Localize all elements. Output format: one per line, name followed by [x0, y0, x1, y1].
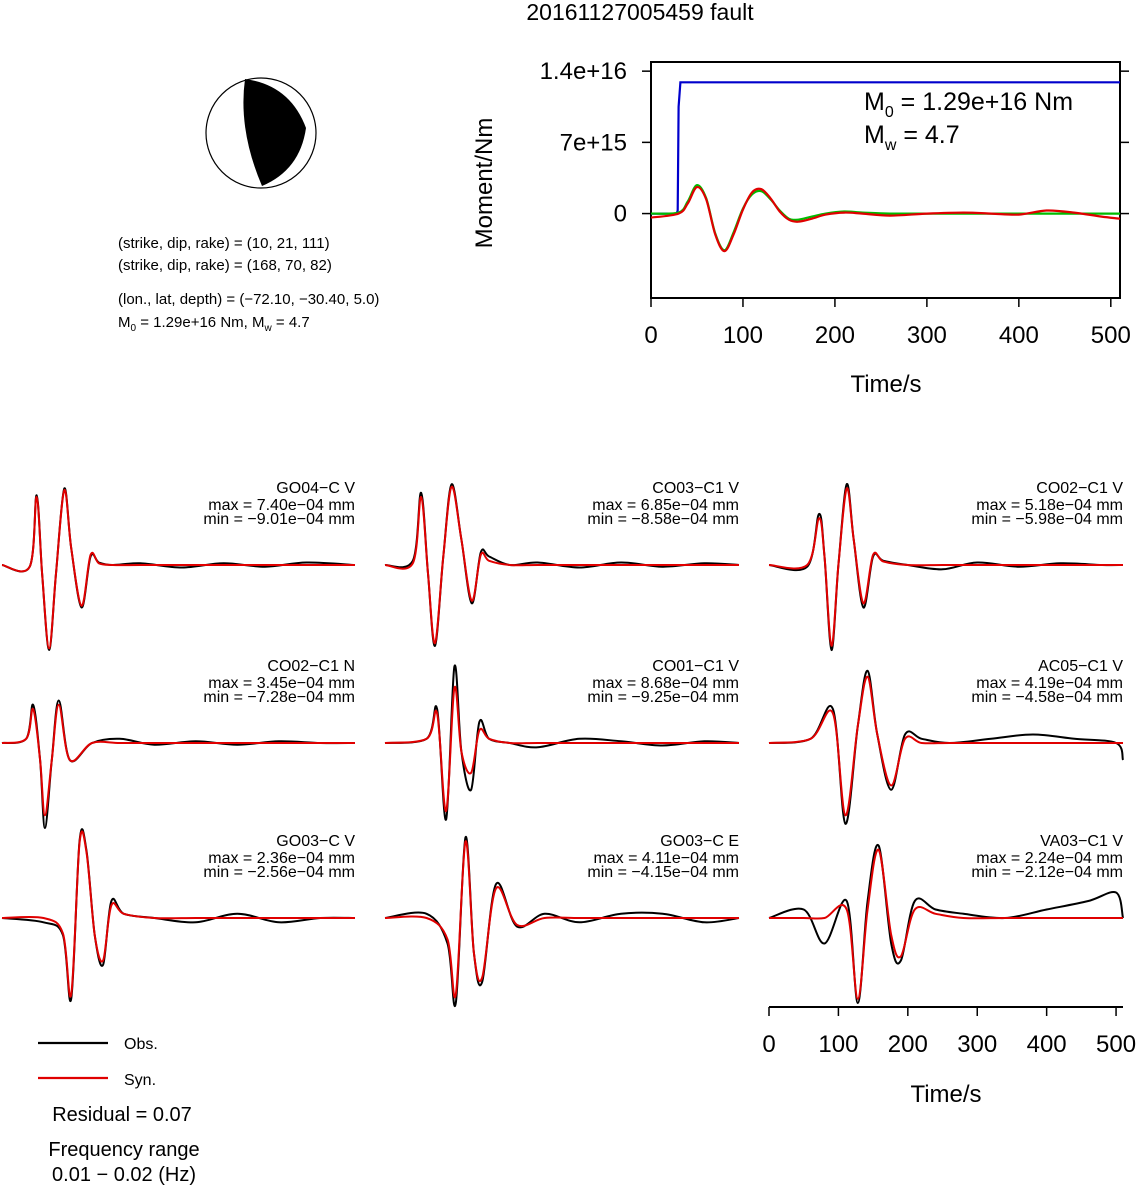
- moment-m0-value: 1.29e+16 Nm: [922, 88, 1073, 116]
- legend-syn-label: Syn.: [124, 1072, 156, 1089]
- legend-obs-label: Obs.: [124, 1036, 158, 1053]
- min-label: min = −4.15e−04 mm: [587, 864, 739, 881]
- syn-trace: [1, 830, 355, 998]
- min-label: min = −9.01e−04 mm: [203, 511, 355, 528]
- waveform-x-tick-label: 400: [1027, 1031, 1067, 1058]
- mechanism-line-3: (lon., lat, depth) = (−72.10, −30.40, 5.…: [118, 291, 379, 308]
- figure-title: 20161127005459 fault: [526, 0, 754, 25]
- max-label: max = 2.36e−04 mm: [208, 850, 355, 867]
- station-label: CO03−C1 V: [652, 480, 739, 497]
- moment-x-tick-label: 500: [1091, 322, 1131, 349]
- moment-x-axis-label: Time/s: [850, 371, 921, 398]
- moment-x-tick-label: 400: [999, 322, 1039, 349]
- moment-mw-value: 4.7: [925, 121, 960, 149]
- max-label: max = 6.85e−04 mm: [592, 497, 739, 514]
- moment-x-tick-label: 200: [815, 322, 855, 349]
- mechanism-line-1: (strike, dip, rake) = (10, 21, 111): [118, 235, 330, 252]
- moment-x-tick-label: 300: [907, 322, 947, 349]
- max-label: max = 4.19e−04 mm: [976, 675, 1123, 692]
- moment-y-tick-label: 1.4e+16: [540, 58, 627, 85]
- moment-m0-annotation: M0 = 1.29e+16 Nm: [864, 88, 1073, 121]
- waveform-x-tick-label: 0: [762, 1031, 775, 1058]
- station-label: GO03−C E: [660, 833, 739, 850]
- max-label: max = 4.11e−04 mm: [593, 850, 739, 867]
- moment-x-tick-label: 100: [723, 322, 763, 349]
- min-label: min = −2.56e−04 mm: [203, 864, 355, 881]
- moment-series-2: [650, 185, 1121, 253]
- frequency-range: 0.01 − 0.02 (Hz): [52, 1164, 196, 1186]
- station-label: AC05−C1 V: [1038, 658, 1123, 675]
- syn-trace: [384, 840, 739, 999]
- waveform-time-axis: Time/s 0 100 200 300 400 500: [762, 1006, 1136, 1108]
- station-label: CO02−C1 V: [1036, 480, 1123, 497]
- beach-ball: [205, 77, 317, 189]
- syn-trace: [768, 675, 1123, 817]
- max-label: max = 5.18e−04 mm: [976, 497, 1123, 514]
- moment-series-1: [650, 184, 1120, 252]
- waveform-x-tick-label: 500: [1096, 1031, 1136, 1058]
- mechanism-line-2: (strike, dip, rake) = (168, 70, 82): [118, 257, 332, 274]
- max-label: max = 7.40e−04 mm: [208, 497, 355, 514]
- waveform-x-tick-label: 200: [888, 1031, 928, 1058]
- residual-text: Residual = 0.07: [52, 1104, 192, 1126]
- syn-trace: [768, 487, 1123, 647]
- min-label: min = −4.58e−04 mm: [971, 689, 1123, 706]
- frequency-label: Frequency range: [48, 1139, 199, 1161]
- waveform-x-tick-label: 300: [957, 1031, 997, 1058]
- moment-y-axis-label: Moment/Nm: [471, 118, 498, 249]
- syn-trace: [1, 703, 355, 817]
- moment-plot-frame: [650, 61, 1121, 299]
- syn-trace: [384, 485, 739, 645]
- moment-y-tick-label: 0: [614, 201, 627, 228]
- min-label: min = −7.28e−04 mm: [203, 689, 355, 706]
- mechanism-line-4: M0 = 1.29e+16 Nm, Mw = 4.7: [118, 314, 310, 334]
- max-label: max = 2.24e−04 mm: [976, 850, 1123, 867]
- syn-trace: [769, 848, 1123, 1000]
- station-label: CO01−C1 V: [652, 658, 739, 675]
- min-label: min = −8.58e−04 mm: [587, 511, 739, 528]
- syn-trace: [1, 489, 355, 650]
- min-label: min = −9.25e−04 mm: [587, 689, 739, 706]
- waveform-x-axis-label: Time/s: [910, 1081, 981, 1108]
- moment-x-tick-label: 0: [644, 322, 657, 349]
- station-label: GO03−C V: [276, 833, 355, 850]
- station-label: GO04−C V: [276, 480, 355, 497]
- max-label: max = 8.68e−04 mm: [592, 675, 739, 692]
- max-label: max = 3.45e−04 mm: [208, 675, 355, 692]
- station-label: CO02−C1 N: [267, 658, 355, 675]
- station-label: VA03−C1 V: [1040, 833, 1123, 850]
- moment-mw-annotation: Mw = 4.7: [864, 121, 960, 154]
- moment-y-tick-label: 7e+15: [560, 129, 627, 156]
- legend: Obs. Syn.: [38, 1036, 158, 1089]
- obs-trace: [768, 843, 1124, 1005]
- mechanism-m0: 1.29e+16 Nm: [153, 314, 243, 331]
- moment-rate-chart: Moment/Nm Time/s M0 = 1.29e+16 Nm Mw = 4…: [471, 58, 1131, 398]
- mechanism-mw: 4.7: [289, 314, 310, 331]
- min-label: min = −2.12e−04 mm: [971, 864, 1123, 881]
- syn-trace: [384, 685, 739, 813]
- min-label: min = −5.98e−04 mm: [971, 511, 1123, 528]
- waveform-x-tick-label: 100: [818, 1031, 858, 1058]
